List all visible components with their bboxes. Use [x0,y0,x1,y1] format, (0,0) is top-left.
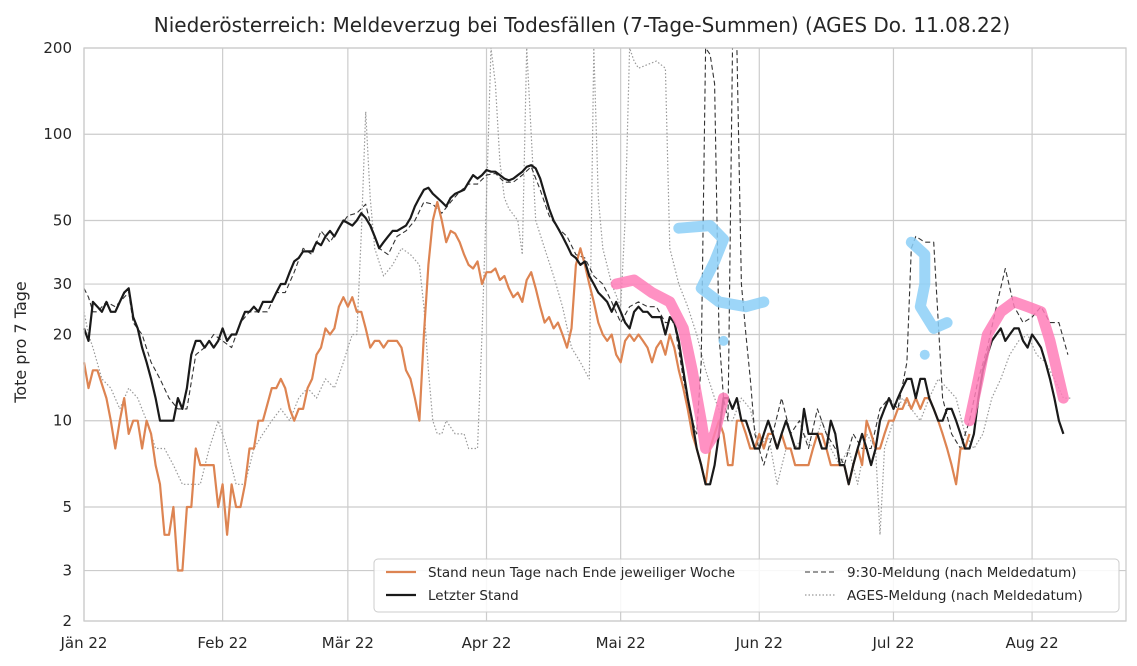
plot-frame [83,47,1127,622]
y-tick-label: 5 [62,498,72,516]
y-tick-label: 20 [53,326,72,344]
series-line-dashed [83,47,1069,466]
y-tick-label: 200 [43,39,72,57]
tick-labels: 2 3 5 10 20 30 50 100 200 Jän 22 Feb 22 Mär 22 Apr 2… [43,39,1058,652]
highlighter-stroke [964,296,1069,427]
series-lines [82,47,1073,572]
series-line-solid-orange [82,200,971,572]
legend-label: AGES-Meldung (nach Meldedatum) [847,588,1083,604]
y-tick-label: 30 [53,275,72,293]
y-tick-label: 100 [43,125,72,143]
legend-label: 9:30-Meldung (nach Meldedatum) [847,565,1077,581]
highlighter-dot [718,335,729,346]
legend-label: Letzter Stand [428,588,519,604]
series-line-solid-black [82,164,1065,486]
legend-label: Stand neun Tage nach Ende jeweiliger Woc… [428,565,735,581]
x-tick-label: Jul 22 [871,634,914,652]
highlighter-stroke [610,274,729,454]
legend-box [373,558,1120,613]
x-tick-label: Apr 22 [462,634,512,652]
legend-items: Stand neun Tage nach Ende jeweiliger Woc… [386,565,1083,604]
x-tick-label: Mai 22 [596,634,646,652]
highlighter-stroke [673,220,770,313]
highlighter-stroke [905,236,953,334]
highlighter-dot [919,349,930,360]
series-line-dotted [83,47,1073,536]
x-tick-label: Jun 22 [735,634,783,652]
x-tick-label: Aug 22 [1006,634,1059,652]
legend: Stand neun Tage nach Ende jeweiliger Woc… [373,558,1120,613]
y-axis-label: Tote pro 7 Tage [11,281,30,404]
chart-title: Niederösterreich: Meldeverzug bei Todesf… [154,13,1010,37]
x-tick-label: Jän 22 [60,634,108,652]
y-tick-label: 10 [53,412,72,430]
highlighter-annotations [610,220,1069,454]
x-tick-label: Mär 22 [322,634,374,652]
y-tick-label: 3 [62,562,72,580]
y-tick-label: 50 [53,211,72,229]
y-tick-label: 2 [62,612,72,630]
x-tick-label: Feb 22 [197,634,247,652]
